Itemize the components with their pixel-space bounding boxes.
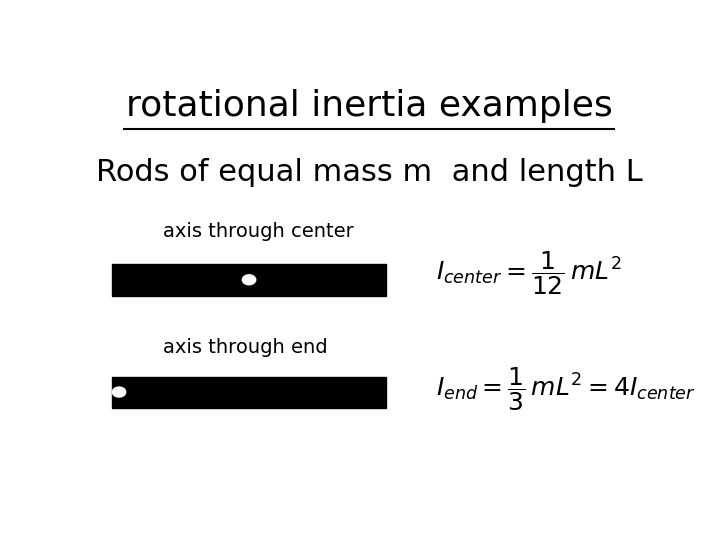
- FancyBboxPatch shape: [112, 377, 386, 408]
- Text: $I_{end} = \dfrac{1}{3}\,mL^2 = 4I_{center}$: $I_{end} = \dfrac{1}{3}\,mL^2 = 4I_{cent…: [436, 365, 696, 413]
- Text: axis through center: axis through center: [163, 221, 354, 241]
- Text: rotational inertia examples: rotational inertia examples: [125, 90, 613, 123]
- Text: $I_{center} = \dfrac{1}{12}\,mL^2$: $I_{center} = \dfrac{1}{12}\,mL^2$: [436, 249, 621, 296]
- Text: axis through end: axis through end: [163, 338, 327, 357]
- Text: Rods of equal mass m  and length L: Rods of equal mass m and length L: [96, 158, 642, 187]
- FancyBboxPatch shape: [112, 265, 386, 295]
- Circle shape: [112, 387, 126, 397]
- Circle shape: [243, 275, 256, 285]
